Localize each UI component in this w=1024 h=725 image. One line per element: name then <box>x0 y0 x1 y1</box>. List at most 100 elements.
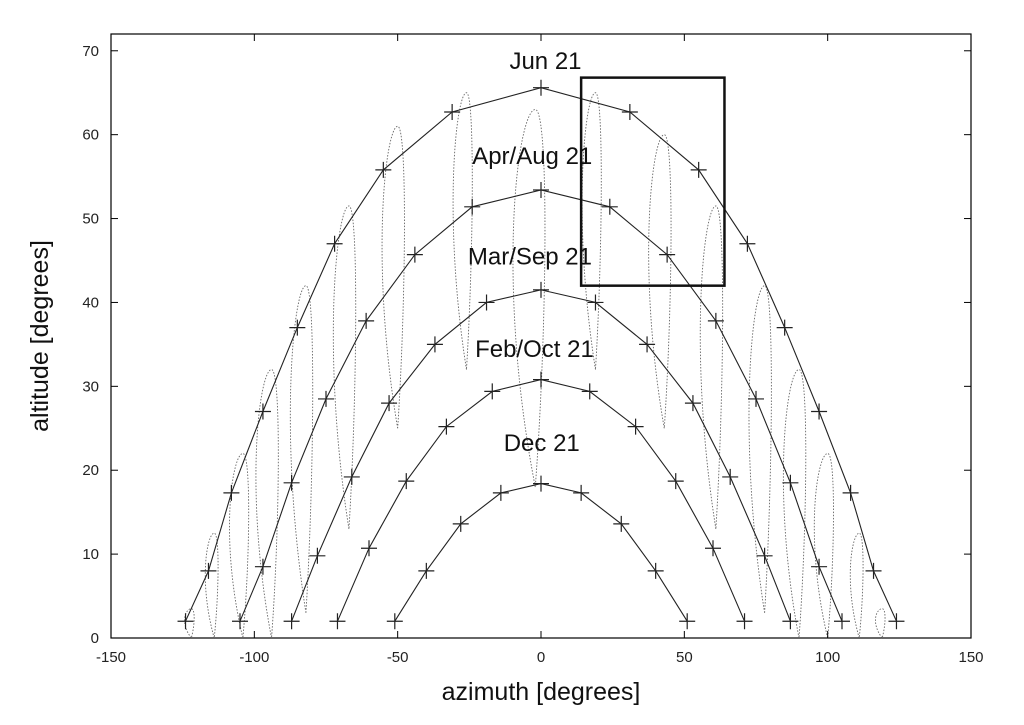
data-point-marker <box>254 403 271 420</box>
analemma-loop <box>255 369 279 639</box>
data-point-marker <box>627 418 644 435</box>
data-point-marker <box>492 484 509 501</box>
data-point-marker <box>309 547 326 564</box>
data-point-marker <box>533 371 549 388</box>
y-tick-label: 70 <box>82 43 99 60</box>
analemma-loop <box>648 134 672 429</box>
data-point-marker <box>659 246 676 263</box>
x-tick-label: -50 <box>387 649 409 666</box>
data-point-marker <box>318 390 334 407</box>
data-point-marker <box>533 182 549 199</box>
highlight-box-layer <box>579 76 726 287</box>
x-tick-label: 150 <box>958 649 983 666</box>
analemma-loop <box>699 205 724 530</box>
data-point-marker <box>573 484 590 501</box>
curve-label: Dec 21 <box>504 430 580 457</box>
data-point-marker <box>326 235 343 252</box>
x-axis-title: azimuth [degrees] <box>442 678 641 706</box>
y-axis-title: altitude [degrees] <box>26 240 54 432</box>
analemma-loop <box>849 532 864 639</box>
data-point-marker <box>782 613 799 630</box>
data-point-marker <box>888 613 905 630</box>
y-tick-label: 30 <box>82 378 99 395</box>
data-point-marker <box>722 468 739 485</box>
data-point-marker <box>842 484 859 501</box>
analemma-loop <box>229 452 250 639</box>
y-tick-label: 60 <box>82 127 99 144</box>
data-point-marker <box>438 418 455 435</box>
data-point-marker <box>361 540 377 557</box>
marker-layer <box>177 79 905 630</box>
data-point-marker <box>756 547 773 564</box>
curve-label-layer: Jun 21 Apr/Aug 21 Mar/Sep 21 Feb/Oct 21 Dec … <box>468 48 594 457</box>
x-tick-label: -150 <box>96 649 126 666</box>
analemma-layer <box>184 92 886 639</box>
data-point-marker <box>667 473 684 490</box>
data-point-marker <box>639 336 656 353</box>
data-point-marker <box>232 613 248 630</box>
series-line <box>394 483 688 622</box>
data-point-marker <box>736 613 753 630</box>
data-point-marker <box>386 613 403 630</box>
curve-label: Jun 21 <box>509 48 581 75</box>
x-tick-label: 50 <box>676 649 693 666</box>
x-tick-label: 0 <box>537 649 545 666</box>
data-point-marker <box>484 383 501 400</box>
data-point-marker <box>177 613 194 630</box>
data-point-marker <box>444 104 461 121</box>
data-point-marker <box>776 319 793 336</box>
analemma-loop <box>184 608 195 639</box>
data-point-marker <box>684 395 701 412</box>
tick-layer: -150 -100 -50 0 50 100 150 0 10 20 30 40 50 60 70 <box>82 34 984 666</box>
analemma-loop <box>381 125 405 429</box>
y-tick-label: 50 <box>82 211 99 228</box>
analemma-loop <box>452 92 473 370</box>
data-point-marker <box>748 390 764 407</box>
data-point-marker <box>705 540 721 557</box>
data-point-marker <box>418 562 435 579</box>
data-point-marker <box>381 395 398 412</box>
data-point-marker <box>739 235 756 252</box>
data-point-marker <box>613 515 630 532</box>
data-point-marker <box>834 613 850 630</box>
data-point-marker <box>223 484 240 501</box>
data-point-marker <box>343 468 360 485</box>
data-point-marker <box>621 104 638 121</box>
data-point-marker <box>254 558 271 575</box>
data-point-marker <box>329 613 346 630</box>
analemma-loop <box>512 109 546 488</box>
analemma-loop <box>813 452 834 639</box>
data-point-marker <box>533 281 549 298</box>
data-point-marker <box>811 403 828 420</box>
analemma-loop <box>204 532 219 639</box>
data-point-marker <box>200 562 217 579</box>
data-point-marker <box>647 562 664 579</box>
y-tick-label: 20 <box>82 462 99 479</box>
data-point-marker <box>533 475 549 492</box>
data-point-marker <box>865 562 882 579</box>
data-point-marker <box>690 161 707 178</box>
analemma-loop <box>289 285 314 613</box>
data-point-marker <box>464 198 481 215</box>
y-tick-label: 40 <box>82 294 99 311</box>
analemma-loop <box>332 205 357 530</box>
data-point-marker <box>375 161 392 178</box>
x-tick-label: -100 <box>239 649 269 666</box>
curve-label: Mar/Sep 21 <box>468 244 592 271</box>
y-tick-label: 10 <box>82 546 99 563</box>
x-tick-label: 100 <box>815 649 840 666</box>
curve-label: Feb/Oct 21 <box>475 336 594 363</box>
data-point-marker <box>452 515 469 532</box>
data-point-marker <box>406 246 423 263</box>
data-point-marker <box>707 312 724 329</box>
data-point-marker <box>601 198 618 215</box>
data-point-marker <box>811 558 828 575</box>
data-point-marker <box>587 294 604 311</box>
data-point-marker <box>283 474 300 491</box>
data-point-marker <box>478 294 495 311</box>
data-point-marker <box>533 79 549 96</box>
data-point-marker <box>358 312 375 329</box>
data-point-marker <box>289 319 306 336</box>
y-tick-label: 0 <box>91 630 99 647</box>
